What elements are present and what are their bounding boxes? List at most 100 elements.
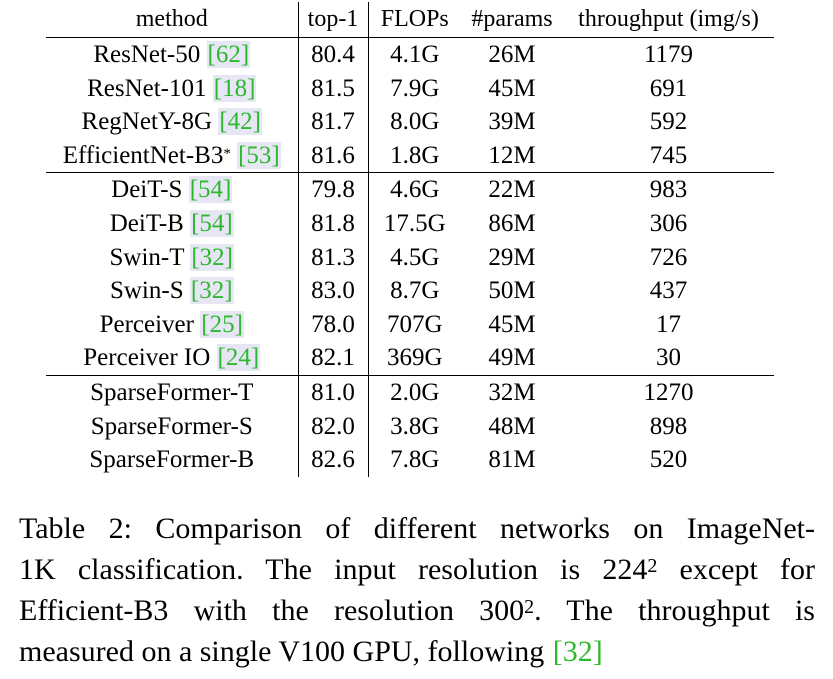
method-name: SparseFormer-S: [90, 412, 253, 440]
cell-top1: 80.4: [298, 37, 369, 72]
cell-throughput: 306: [649, 209, 688, 237]
cell-params: 22M: [488, 176, 536, 204]
citation-link[interactable]: [54]: [188, 176, 233, 204]
cell-flops: 7.8G: [390, 446, 440, 474]
caption-text: Table 2: Comparison of different network…: [19, 512, 815, 545]
cell-method: DeiT-S [54]: [46, 172, 299, 207]
table-row: Swin-S [32] 83.0 8.7G 50M 437: [46, 274, 774, 308]
method-name: ResNet-50: [93, 41, 201, 68]
cell-throughput: 726: [649, 243, 688, 271]
cell-top1: 82.1: [298, 341, 369, 376]
table-row: ResNet-101 [18] 81.5 7.9G 45M 691: [46, 71, 774, 106]
cell-flops: 4.6G: [390, 176, 440, 204]
citation-number: 25: [209, 310, 235, 338]
cell-method: SparseFormer-S: [46, 409, 299, 444]
method-name: Perceiver IO: [83, 344, 211, 372]
table-row: Swin-T [32] 81.3 4.5G 29M 726: [46, 240, 774, 275]
cell-flops: 7.9G: [390, 74, 440, 102]
cell-flops: 4.5G: [390, 243, 440, 271]
caption-citation-link[interactable]: [32]: [552, 635, 603, 668]
citation-link[interactable]: [32]: [190, 243, 234, 271]
cell-throughput: 30: [563, 341, 774, 376]
citation-number: 32: [199, 243, 225, 271]
cell-method: DeiT-B [54]: [46, 206, 299, 241]
cell-throughput: 437: [649, 277, 688, 305]
cell-method: ResNet-101 [18]: [46, 71, 299, 106]
header-params: #params: [471, 6, 553, 32]
cell-flops: 1.8G: [368, 138, 461, 174]
cell-throughput: 17: [656, 310, 681, 338]
cell-flops: 3.8G: [390, 412, 440, 440]
cell-method: RegNetY-8G [42]: [46, 105, 299, 139]
citation-link[interactable]: [18]: [212, 74, 257, 102]
cell-params: 49M: [461, 341, 563, 376]
cell-flops: 2.0G: [390, 378, 440, 406]
cell-method: Swin-T [32]: [46, 240, 299, 275]
cell-top1: 81.8: [298, 206, 369, 241]
cell-top1: 81.0: [298, 375, 369, 410]
method-name: SparseFormer-T: [90, 378, 254, 406]
citation-number: 42: [227, 108, 253, 136]
cell-throughput: 592: [649, 108, 688, 136]
caption-line-2: 1K classification. The input resolution …: [19, 549, 815, 590]
table-header: method top-1 FLOPs #params throughput (i…: [46, 2, 774, 38]
cell-method: SparseFormer-B: [46, 443, 299, 477]
caption-line-3: Efficient-B3 with the resolution 3002. T…: [19, 590, 815, 631]
method-name: EfficientNet-B3: [62, 141, 224, 169]
cell-throughput: 691: [649, 74, 688, 102]
cell-flops: 8.7G: [390, 277, 440, 305]
table-row: Perceiver IO [24] 82.1 369G 49M 30: [46, 341, 774, 376]
caption-text: measured on a single V100 GPU, following: [19, 635, 552, 668]
cell-params: 12M: [461, 138, 563, 174]
cell-params: 29M: [488, 243, 536, 271]
cell-params: 45M: [488, 310, 536, 338]
caption-text: Efficient-B3 with the resolution 300: [19, 594, 525, 627]
table-caption: Table 2: Comparison of different network…: [19, 508, 815, 672]
cell-method: EfficientNet-B3* [53]: [46, 138, 299, 174]
header-throughput: throughput (img/s): [578, 6, 759, 32]
cell-top1: 81.6: [298, 138, 369, 174]
results-table-container: method top-1 FLOPs #params throughput (i…: [46, 2, 774, 477]
caption-superscript: 2: [524, 596, 535, 618]
caption-line-4: measured on a single V100 GPU, following…: [19, 631, 815, 672]
table-row: DeiT-B [54] 81.8 17.5G 86M 306: [46, 206, 774, 241]
citation-link[interactable]: [24]: [216, 344, 261, 372]
table-row: DeiT-S [54] 79.8 4.6G 22M 983: [46, 172, 774, 207]
citation-number: 54: [199, 209, 225, 237]
method-name: DeiT-S: [111, 176, 183, 204]
cell-top1: 78.0: [298, 307, 369, 342]
citation-link[interactable]: [32]: [189, 277, 234, 305]
cell-params: 48M: [488, 412, 536, 440]
cell-params: 39M: [488, 108, 536, 136]
table-row: SparseFormer-S 82.0 3.8G 48M 898: [46, 409, 774, 444]
table-row: RegNetY-8G [42] 81.7 8.0G 39M 592: [46, 105, 774, 139]
header-top1: top-1: [298, 2, 369, 38]
table-row: Perceiver [25] 78.0 707G 45M 17: [46, 307, 774, 342]
cell-top1: 81.5: [298, 71, 369, 106]
citation-link[interactable]: [54]: [190, 209, 234, 237]
citation-link[interactable]: [62]: [206, 41, 251, 68]
citation-link[interactable]: [25]: [200, 310, 244, 338]
cell-flops: 707G: [386, 310, 443, 338]
header-row: method top-1 FLOPs #params throughput (i…: [46, 2, 774, 38]
table-row: ResNet-50 [62] 80.4 4.1G 26M 1179: [46, 37, 774, 72]
citation-link[interactable]: [53]: [237, 141, 281, 169]
cell-params: 45M: [488, 74, 536, 102]
cell-params: 32M: [488, 378, 536, 406]
citation-number: 32: [199, 277, 225, 305]
citation-link[interactable]: [42]: [218, 108, 262, 136]
cell-throughput: 520: [649, 446, 688, 474]
method-name: Perceiver: [99, 310, 194, 338]
method-superscript: *: [223, 145, 231, 162]
citation-number: 53: [246, 141, 272, 169]
cell-throughput: 745: [563, 138, 774, 174]
method-name: DeiT-B: [109, 209, 184, 237]
header-method: method: [46, 2, 299, 38]
cell-params: 81M: [488, 446, 536, 474]
cell-top1: 82.0: [298, 409, 369, 444]
cell-method: Perceiver IO [24]: [46, 341, 299, 376]
citation-number: 54: [198, 176, 224, 204]
cell-flops: 4.1G: [390, 41, 440, 68]
citation-number: 18: [222, 74, 248, 102]
cell-params: 50M: [488, 277, 536, 305]
